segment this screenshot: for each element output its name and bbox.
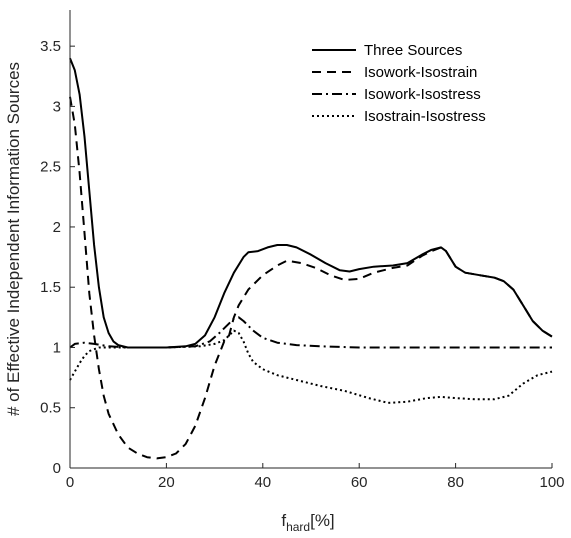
y-tick-label: 1 <box>53 339 61 356</box>
y-tick-label: 0.5 <box>40 400 61 417</box>
y-tick-label: 2.5 <box>40 159 61 176</box>
axes-layer: 0 20 40 60 80 100 0 0.5 1 1.5 2 2.5 3 3.5 <box>40 10 565 491</box>
legend-label-3: Isowork-Isostress <box>364 86 481 103</box>
x-axis-label-unit: [%] <box>310 511 335 530</box>
x-axis-label-main: f <box>281 511 286 530</box>
plot-area <box>70 10 552 468</box>
y-axis-label: # of Effective Independent Information S… <box>4 62 23 416</box>
x-tick-label: 60 <box>351 474 368 491</box>
y-tick-label: 0 <box>53 460 61 477</box>
x-tick-label: 20 <box>158 474 175 491</box>
y-tick-label: 3.5 <box>40 38 61 55</box>
y-tick-label: 2 <box>53 219 61 236</box>
legend-label-4: Isostrain-Isostress <box>364 108 486 125</box>
x-tick-label: 80 <box>447 474 464 491</box>
legend-label-2: Isowork-Isostrain <box>364 64 477 81</box>
legend-label-1: Three Sources <box>364 42 462 59</box>
series-layer <box>69 57 553 460</box>
x-axis-label: fhard[%] <box>281 511 334 534</box>
y-tick-label: 1.5 <box>40 279 61 296</box>
legend: Three Sources Isowork-Isostrain Isowork-Is… <box>312 42 486 125</box>
y-tick-label: 3 <box>53 98 61 115</box>
x-tick-label: 40 <box>254 474 271 491</box>
series-line-2 <box>69 96 553 460</box>
x-tick-label: 100 <box>539 474 564 491</box>
x-axis-label-subscript: hard <box>286 520 310 534</box>
x-tick-label: 0 <box>66 474 74 491</box>
